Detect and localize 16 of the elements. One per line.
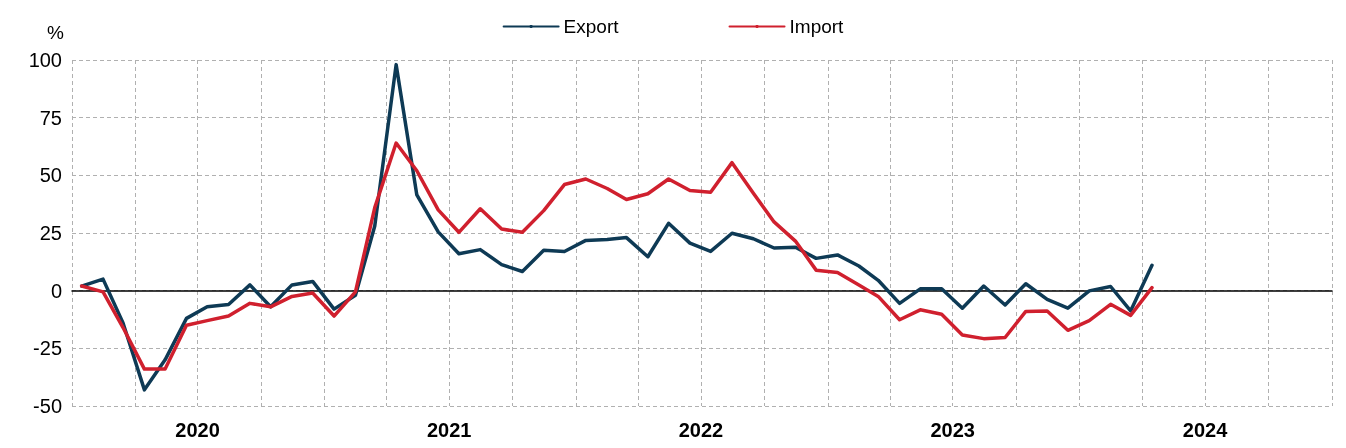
y-tick-label: 0 [50,279,62,302]
x-tick-label: 2023 [930,419,975,441]
y-tick-label: 25 [39,222,62,244]
legend-label: Export [563,16,620,37]
y-tick-label: 100 [28,49,62,71]
line-series [79,141,1154,371]
y-tick-label: 75 [39,106,62,129]
x-tick-label: 2022 [678,419,724,441]
y-axis-title: % [47,22,65,43]
y-tick-label: -25 [33,337,62,360]
y-tick-label: -50 [33,395,62,417]
x-tick-label: 2021 [426,419,472,441]
y-tick-label: 50 [39,164,62,187]
legend-label: Import [789,16,845,37]
x-tick-label: 2020 [175,419,220,441]
x-tick-label: 2024 [1182,419,1229,441]
